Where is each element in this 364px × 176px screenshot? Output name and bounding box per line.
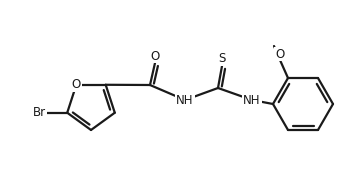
Text: O: O (276, 48, 285, 61)
Text: S: S (218, 52, 226, 65)
Text: NH: NH (243, 93, 261, 106)
Text: O: O (72, 78, 81, 91)
Text: NH: NH (176, 93, 194, 106)
Text: Br: Br (33, 106, 46, 119)
Text: O: O (150, 49, 160, 62)
